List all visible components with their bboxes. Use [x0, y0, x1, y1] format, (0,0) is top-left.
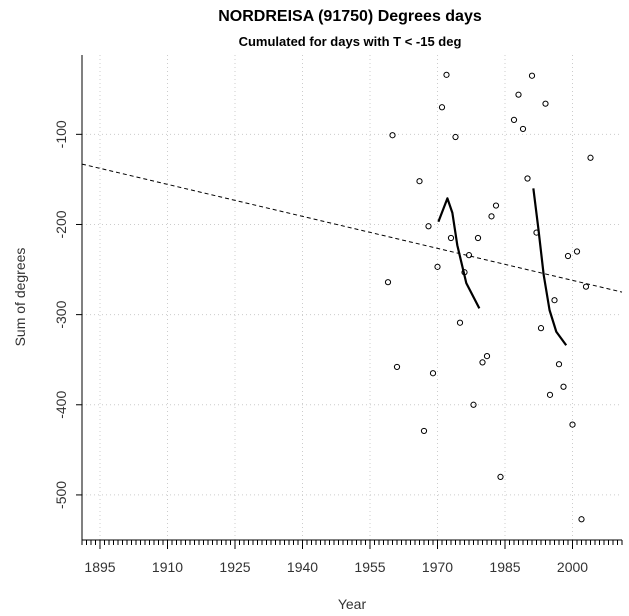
y-tick-label: -400	[53, 391, 69, 419]
data-point	[492, 202, 500, 209]
data-point	[510, 116, 518, 124]
data-point	[443, 71, 450, 78]
data-point	[582, 283, 590, 290]
trend-line	[81, 163, 623, 293]
data-point	[434, 263, 441, 270]
y-tick-label: -200	[53, 210, 69, 238]
x-tick-label: 1895	[84, 559, 115, 575]
chart-subtitle: Cumulated for days with T < -15 deg	[239, 34, 462, 49]
x-tick-label: 1910	[152, 559, 183, 575]
data-point	[384, 279, 392, 286]
data-point	[519, 125, 527, 133]
data-point	[546, 391, 554, 398]
data-point	[524, 175, 531, 182]
data-point	[564, 252, 572, 260]
data-point	[578, 516, 585, 523]
data-point	[537, 325, 545, 332]
x-tick-label: 1940	[287, 559, 318, 575]
x-tick-label: 2000	[557, 559, 588, 575]
data-point	[551, 297, 558, 304]
data-point	[528, 72, 536, 79]
data-point	[447, 234, 455, 242]
y-tick-label: -500	[53, 481, 69, 509]
x-tick-label: 1970	[422, 559, 453, 575]
x-axis-label: Year	[338, 596, 367, 612]
data-point	[416, 178, 423, 185]
y-axis-label: Sum of degrees	[12, 248, 28, 347]
data-point	[555, 361, 563, 368]
data-point	[569, 421, 576, 428]
smooth-curve	[532, 188, 568, 346]
data-point	[438, 104, 446, 111]
data-point	[456, 319, 464, 326]
data-point	[389, 132, 396, 139]
data-point	[573, 248, 581, 255]
data-point	[497, 473, 504, 480]
chart-title: NORDREISA (91750) Degrees days	[218, 8, 482, 25]
y-tick-label: -300	[53, 300, 69, 328]
x-tick-label: 1925	[219, 559, 250, 575]
data-point	[393, 363, 401, 371]
data-point	[560, 383, 567, 390]
data-point	[479, 359, 486, 366]
y-tick-label: -100	[53, 120, 69, 148]
data-point	[420, 427, 428, 435]
data-point	[429, 370, 437, 377]
data-point	[542, 100, 549, 107]
data-point	[474, 234, 482, 242]
data-point	[515, 91, 522, 98]
x-tick-label: 1985	[489, 559, 520, 575]
smooth-curve	[437, 197, 481, 309]
data-point	[470, 401, 477, 408]
x-tick-label: 1955	[354, 559, 385, 575]
data-point	[587, 154, 594, 161]
data-point	[483, 352, 491, 360]
data-point	[488, 213, 495, 220]
data-point	[452, 133, 459, 141]
data-point	[425, 223, 432, 230]
